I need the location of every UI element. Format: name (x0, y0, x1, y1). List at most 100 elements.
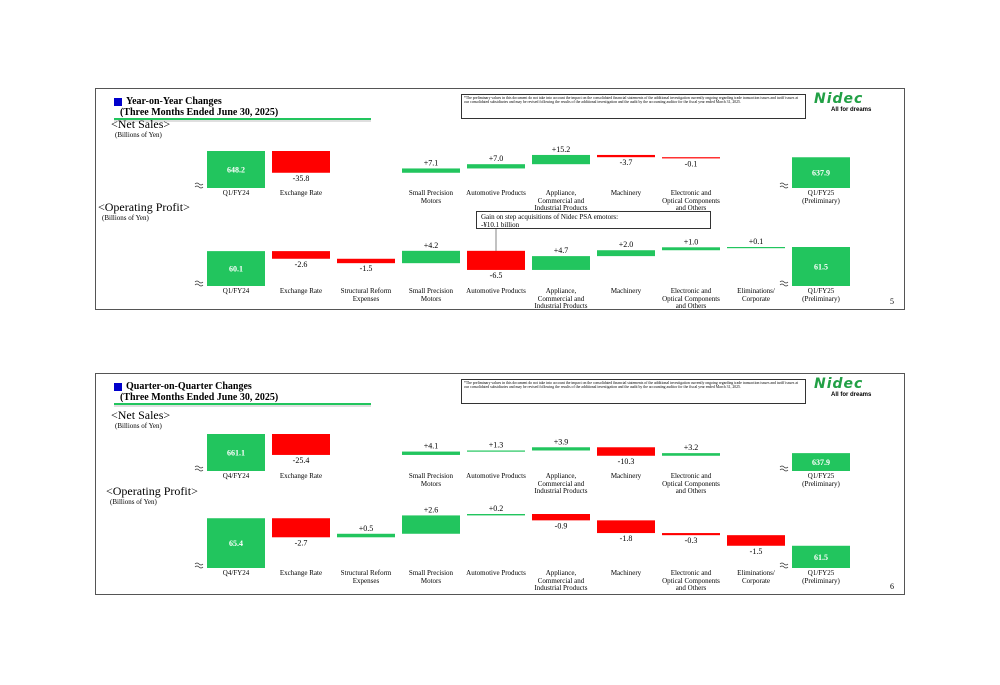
data-label: +0.5 (359, 524, 374, 533)
category-label: Machinery (610, 189, 642, 197)
category-label: Q1/FY25 (Preliminary) (802, 189, 840, 205)
data-label: -10.3 (618, 457, 635, 466)
total-bar (207, 151, 265, 188)
category-label: Machinery (610, 287, 642, 295)
data-label: +1.0 (684, 237, 699, 246)
axis-break (194, 465, 204, 469)
category-label: Automotive Products (466, 189, 526, 197)
change-bar (597, 154, 655, 158)
change-bar (597, 250, 655, 257)
logo: Nidec (814, 376, 864, 392)
footnote: *The preliminary values in this document… (461, 379, 806, 404)
change-bar (532, 514, 590, 521)
change-bar (402, 250, 460, 264)
category-label: Structural Reform Expenses (340, 569, 392, 585)
change-bar (662, 453, 720, 456)
slide-graphics: 661.1 -25.4 +4.1 +1.3 +3.9 -10.3 +3.2 637.9 65.4… (114, 383, 850, 569)
total-bar (792, 545, 850, 568)
data-label: -2.6 (295, 260, 308, 269)
axis-break (194, 565, 204, 569)
footnote: *The preliminary values in this document… (461, 94, 806, 119)
category-label: Electronic and Optical Components and Ot… (662, 472, 720, 495)
category-label: Small Precision Motors (408, 569, 454, 585)
category-label: Automotive Products (466, 472, 526, 480)
axis-break (779, 565, 789, 569)
axis-break (194, 468, 204, 472)
change-bar (597, 520, 655, 534)
category-label: Appliance, Commercial and Industrial Pro… (534, 472, 588, 495)
data-label: -35.8 (293, 174, 310, 183)
change-bar (597, 447, 655, 456)
change-bar (532, 256, 590, 270)
total-bar (792, 247, 850, 286)
change-bar (467, 164, 525, 169)
category-label: Machinery (610, 569, 642, 577)
annotation-line: -¥10.1 billion (481, 221, 520, 229)
data-label: 637.9 (812, 458, 830, 467)
page-number: 5 (890, 297, 894, 306)
data-label: +7.1 (424, 158, 439, 167)
change-bar (727, 247, 785, 249)
tagline: All for dreams (831, 107, 872, 113)
chart-title: <Operating Profit> (98, 200, 190, 214)
total-bar (207, 518, 265, 568)
data-label: -6.5 (490, 271, 503, 280)
slide-title: Quarter-on-Quarter Changes (126, 381, 252, 392)
category-label: Electronic and Optical Components and Ot… (662, 569, 720, 592)
data-label: 61.5 (814, 263, 828, 272)
data-label: -25.4 (293, 456, 310, 465)
category-label: Structural Reform Expenses (340, 287, 392, 303)
data-label: -3.7 (620, 158, 633, 167)
change-bar (337, 258, 395, 264)
change-bar (272, 151, 330, 173)
category-label: Eliminations/ Corporate (737, 569, 775, 585)
data-label: -0.1 (685, 159, 698, 168)
unit-label: (Billions of Yen) (115, 422, 162, 430)
data-label: 60.1 (229, 265, 243, 274)
total-bar (792, 453, 850, 471)
change-bar (532, 447, 590, 451)
chart-title: <Net Sales> (111, 408, 171, 422)
category-label: Small Precision Motors (408, 287, 454, 303)
data-label: +15.2 (552, 145, 571, 154)
axis-break (194, 283, 204, 287)
category-label: Q4/FY24 (222, 569, 250, 577)
change-bar (272, 434, 330, 455)
category-label: Q1/FY24 (222, 287, 250, 295)
chart-title: <Operating Profit> (106, 484, 198, 498)
change-bar (532, 154, 590, 165)
data-label: -1.8 (620, 534, 633, 543)
data-label: -0.9 (555, 521, 568, 530)
unit-label: (Billions of Yen) (102, 214, 149, 222)
annotation: Gain on step acquisitions of Nidec PSA e… (476, 211, 711, 229)
data-label: +0.1 (749, 237, 764, 246)
change-bar (402, 451, 460, 455)
category-label: Appliance, Commercial and Industrial Pro… (534, 569, 588, 592)
change-bar (272, 518, 330, 538)
category-label: Q1/FY25 (Preliminary) (802, 472, 840, 488)
change-bar (402, 515, 460, 534)
slide: 648.2 -35.8 +7.1 +7.0 +15.2 -3.7 -0.1 637.9 60.1… (95, 88, 905, 310)
change-bar (337, 533, 395, 538)
total-bar (792, 157, 850, 188)
category-label: Exchange Rate (279, 189, 323, 197)
axis-break (194, 185, 204, 189)
axis-break (779, 182, 789, 186)
tagline: All for dreams (831, 392, 872, 398)
data-label: -0.3 (685, 536, 698, 545)
data-label: 661.1 (227, 449, 245, 458)
axis-break (779, 562, 789, 566)
category-label: Q4/FY24 (222, 472, 250, 480)
category-label: Exchange Rate (279, 569, 323, 577)
axis-break (194, 182, 204, 186)
category-label: Machinery (610, 472, 642, 480)
category-label: Automotive Products (466, 569, 526, 577)
category-label: Appliance, Commercial and Industrial Pro… (534, 287, 588, 310)
data-label: +4.2 (424, 241, 439, 250)
category-label: Automotive Products (466, 287, 526, 295)
change-bar (662, 533, 720, 536)
axis-break (779, 280, 789, 284)
data-label: +7.0 (489, 154, 504, 163)
change-bar (662, 247, 720, 251)
